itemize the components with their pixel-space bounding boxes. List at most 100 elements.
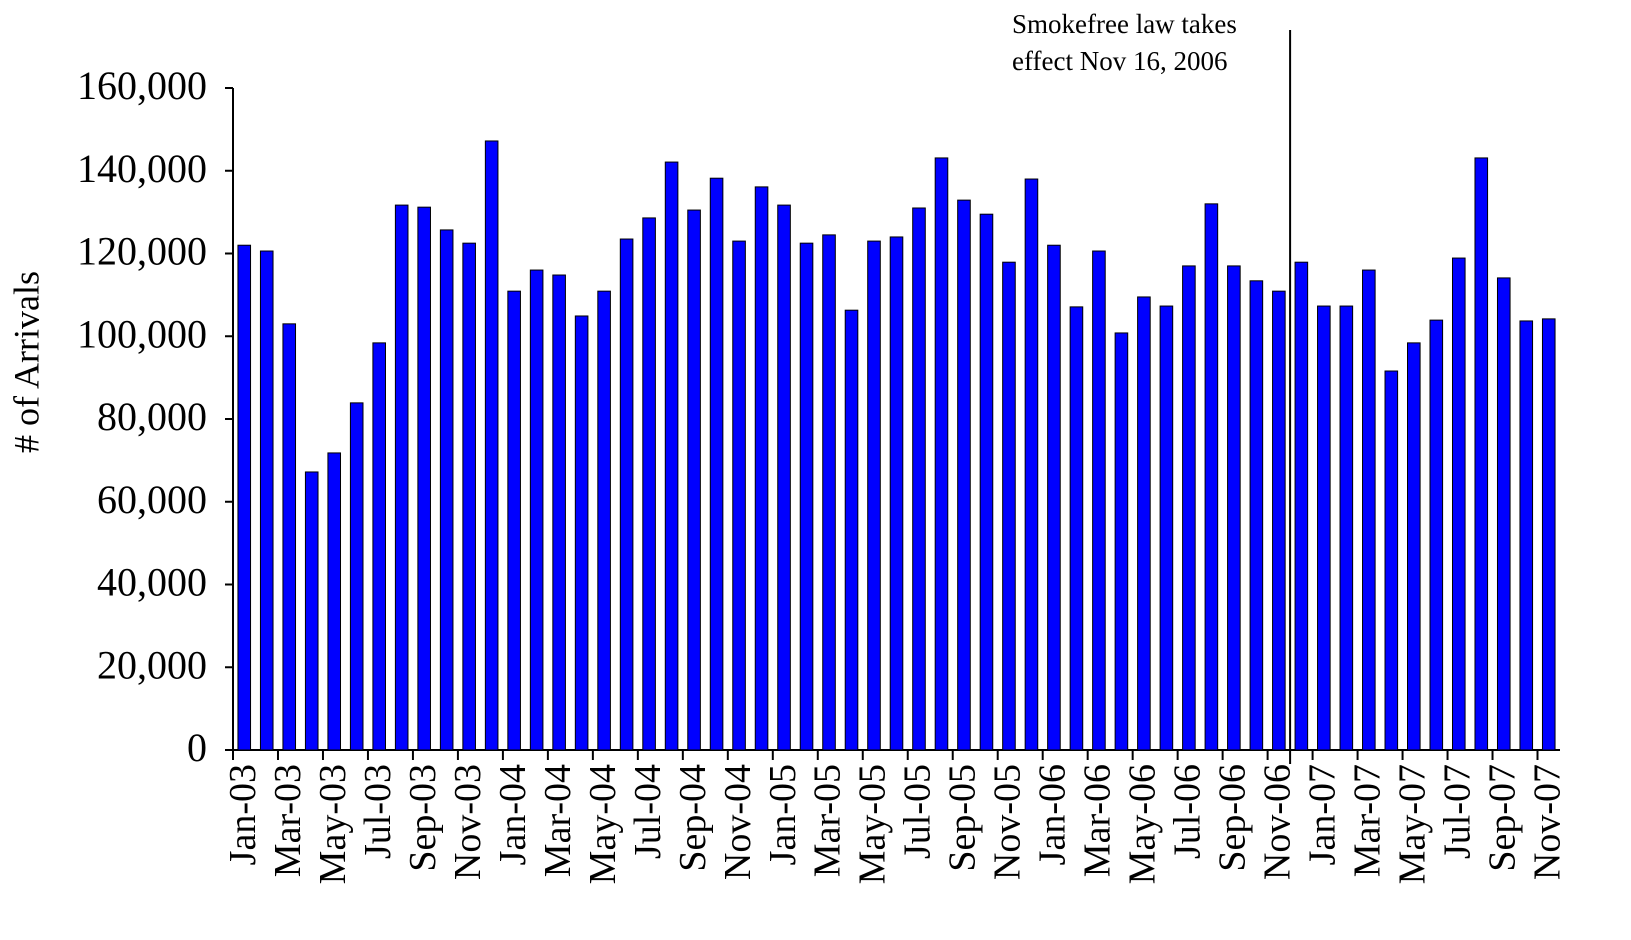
bar [664, 161, 679, 751]
y-axis-title: # of Arrivals [6, 271, 46, 453]
bar [1541, 318, 1556, 751]
bar [1069, 306, 1084, 751]
bar [754, 186, 769, 751]
bar [1384, 370, 1399, 751]
bar [529, 269, 544, 751]
y-tick-label: 120,000 [77, 229, 207, 274]
bar [1159, 305, 1174, 751]
bar [372, 342, 386, 751]
x-tick-label: Mar-06 [1077, 764, 1119, 877]
bar [417, 206, 431, 751]
x-tick-label: Nov-05 [987, 764, 1029, 880]
bar [979, 213, 994, 751]
bar [1047, 244, 1061, 751]
x-tick-label: Sep-03 [402, 764, 444, 872]
bar [1451, 257, 1466, 751]
bar [867, 240, 881, 751]
x-tick-label: Jan-06 [1032, 764, 1074, 865]
y-tick-label: 80,000 [97, 394, 207, 439]
bar [844, 309, 859, 751]
bar [1407, 342, 1421, 751]
bar [957, 199, 971, 751]
bar [597, 290, 611, 751]
x-tick-label: Nov-06 [1257, 764, 1299, 880]
bar [1137, 296, 1151, 751]
bar [709, 177, 724, 751]
y-tick-label: 20,000 [97, 642, 207, 687]
annotation-line-1: Smokefree law takes [1012, 9, 1237, 39]
y-tick-label: 0 [187, 725, 207, 770]
x-tick-label: Nov-03 [447, 764, 489, 880]
x-tick-label: Jan-05 [762, 764, 804, 865]
x-tick-label: Jul-07 [1437, 764, 1479, 859]
bar [394, 204, 409, 751]
x-tick-label: Jul-03 [357, 764, 399, 859]
bar [1249, 280, 1264, 751]
bar [552, 274, 566, 751]
bar [349, 402, 364, 751]
bar [1429, 319, 1444, 751]
x-tick-label: Sep-06 [1212, 764, 1254, 872]
bar [304, 471, 319, 751]
bar [462, 242, 476, 751]
bar [799, 242, 814, 751]
bar [889, 236, 904, 751]
bar [912, 207, 926, 751]
bar [1182, 265, 1196, 751]
y-tick-label: 100,000 [77, 311, 207, 356]
bar [1362, 269, 1376, 751]
bar [574, 315, 589, 751]
bar [934, 157, 949, 751]
bar [687, 209, 701, 751]
x-tick-label: Jan-03 [222, 764, 264, 865]
x-tick-label: Mar-07 [1347, 764, 1389, 877]
x-tick-label: Sep-04 [672, 764, 714, 872]
annotation-line-2: effect Nov 16, 2006 [1012, 46, 1227, 76]
x-tick-label: Jul-04 [627, 764, 669, 859]
bar [1317, 305, 1331, 751]
y-tick-label: 160,000 [77, 63, 207, 108]
bar [237, 244, 252, 751]
x-tick-label: Jan-07 [1302, 764, 1344, 865]
x-tick-label: Sep-07 [1481, 764, 1523, 872]
bar [282, 323, 297, 751]
x-tick-label: May-07 [1392, 764, 1434, 884]
bar [1227, 265, 1241, 751]
x-tick-label: May-06 [1122, 764, 1164, 884]
bar [1519, 320, 1534, 751]
y-tick-label: 40,000 [97, 560, 207, 605]
bar [1339, 305, 1354, 751]
bar [1092, 250, 1106, 751]
bar [1114, 332, 1129, 751]
x-tick-label: May-04 [582, 764, 624, 884]
x-tick-label: Mar-04 [537, 764, 579, 877]
x-tick-label: Nov-04 [717, 764, 759, 880]
x-tick-label: Mar-05 [807, 764, 849, 877]
bar [1272, 290, 1286, 751]
bar [327, 452, 342, 751]
x-tick-label: May-05 [852, 764, 894, 884]
bar [484, 140, 499, 751]
x-tick-label: Nov-07 [1526, 764, 1568, 880]
bar [1002, 261, 1016, 751]
x-tick-label: Jul-06 [1167, 764, 1209, 859]
y-tick-label: 140,000 [77, 146, 207, 191]
bar [822, 234, 836, 751]
bar [259, 250, 274, 751]
y-tick-label: 60,000 [97, 477, 207, 522]
x-tick-label: Jul-05 [897, 764, 939, 859]
bar [642, 217, 656, 751]
bar [1024, 178, 1039, 751]
x-tick-label: Mar-03 [267, 764, 309, 877]
bar [1294, 261, 1309, 751]
bar [777, 204, 791, 751]
bar [619, 238, 634, 751]
x-tick-label: Sep-05 [942, 764, 984, 872]
bar [1474, 157, 1489, 751]
bar [507, 290, 521, 751]
bar [1204, 203, 1219, 751]
bar [732, 240, 746, 751]
x-tick-label: Jan-04 [492, 764, 534, 865]
bar [439, 229, 454, 751]
